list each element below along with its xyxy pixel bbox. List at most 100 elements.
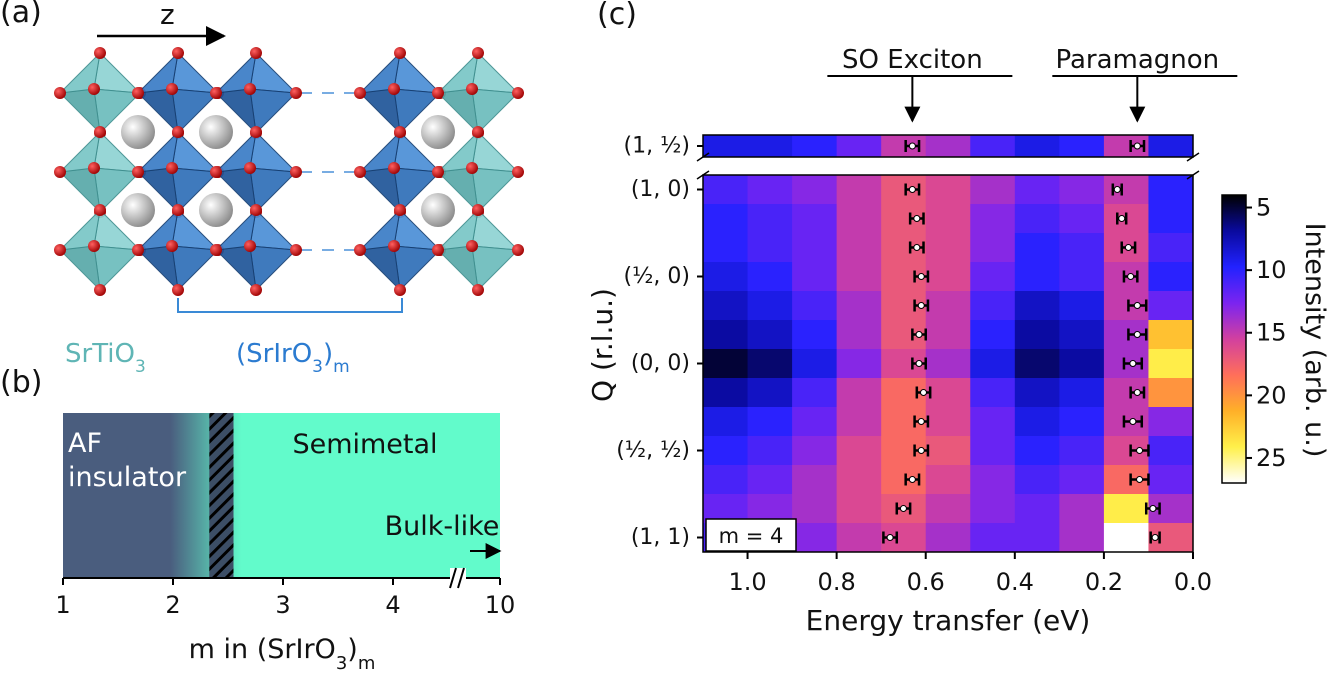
- x-tick-label: 3: [275, 591, 290, 619]
- peak-point: [1118, 215, 1126, 222]
- oxygen: [432, 87, 444, 99]
- heatmap-cell: [703, 262, 749, 292]
- oxygen: [210, 244, 222, 256]
- heatmap-cell: [792, 436, 838, 466]
- heatmap-cell: [925, 436, 971, 466]
- oxygen: [132, 244, 144, 256]
- octahedron-face: [358, 130, 401, 173]
- axis-label: z: [160, 0, 175, 31]
- subscript: 3: [312, 357, 323, 377]
- x-tick-label: 1.0: [728, 568, 766, 596]
- oxygen: [466, 162, 478, 174]
- heatmap-cell: [703, 291, 749, 321]
- heatmap-cell: [970, 233, 1016, 263]
- peak-point: [917, 418, 925, 425]
- sr-atom: [199, 193, 233, 227]
- octahedron-face: [358, 51, 401, 94]
- heatmap-cell: [836, 204, 882, 234]
- octahedron-face: [58, 245, 101, 292]
- heatmap-cell: [1014, 320, 1060, 350]
- heatmap-cell: [1014, 291, 1060, 321]
- x-tick-label: 10: [485, 591, 516, 619]
- heatmap-cell: [970, 320, 1016, 350]
- heatmap-cell: [925, 494, 971, 524]
- heatmap-cell: [747, 349, 793, 379]
- oxygen: [172, 47, 184, 59]
- peak-point: [1136, 476, 1144, 483]
- peak-point: [920, 389, 927, 396]
- peak-point: [1133, 302, 1141, 309]
- heatmap-cell: [970, 262, 1016, 292]
- heatmap-cell: [703, 175, 749, 205]
- heatmap-cell: [1059, 407, 1105, 437]
- octahedron-face: [358, 245, 401, 292]
- oxygen: [94, 47, 106, 59]
- octahedron-face: [214, 51, 257, 94]
- oxygen: [244, 240, 256, 252]
- sr-atom: [121, 193, 155, 227]
- inset-label: m = 4: [719, 524, 784, 548]
- heatmap-cell: [1103, 523, 1149, 553]
- peak-point: [908, 186, 916, 193]
- heatmap-cell: [836, 135, 882, 158]
- oxygen: [94, 204, 106, 216]
- subscript: m: [358, 653, 376, 674]
- peak-point: [915, 360, 923, 367]
- oxygen: [250, 47, 262, 59]
- oxygen: [354, 166, 366, 178]
- x-tick-label: 0.8: [818, 568, 856, 596]
- sr-atom: [421, 193, 455, 227]
- heatmap-cell: [792, 262, 838, 292]
- heatmap-cell: [703, 436, 749, 466]
- x-tick-label: 0.6: [907, 568, 945, 596]
- peak-point: [1133, 389, 1141, 396]
- heatmap-cell: [925, 378, 971, 408]
- octahedron-face: [436, 51, 479, 94]
- heatmap-cell: [1014, 204, 1060, 234]
- oxygen: [472, 284, 484, 296]
- colorbar-tick-label: 10: [1256, 256, 1287, 284]
- heatmap-cell: [925, 233, 971, 263]
- text: m in (SrIrO: [189, 634, 336, 665]
- oxygen: [210, 166, 222, 178]
- x-tick-label: 0.4: [996, 568, 1034, 596]
- heatmap-cell: [836, 407, 882, 437]
- annotation: Paramagnon: [1055, 45, 1219, 75]
- peak-point: [1127, 273, 1135, 280]
- oxygen: [88, 240, 100, 252]
- region-label: AF: [68, 428, 102, 459]
- heatmap-cell: [1059, 320, 1105, 350]
- peak-point: [886, 534, 894, 541]
- heatmap-cell: [1148, 378, 1194, 408]
- heatmap-cell: [925, 204, 971, 234]
- oxygen: [54, 244, 66, 256]
- oxygen: [88, 83, 100, 95]
- oxygen: [466, 83, 478, 95]
- oxygen: [290, 87, 302, 99]
- heatmap-cell: [970, 523, 1016, 553]
- oxygen: [512, 244, 524, 256]
- heatmap-cell: [925, 175, 971, 205]
- heatmap-cell: [836, 320, 882, 350]
- colorbar-tick-label: 5: [1256, 194, 1271, 222]
- heatmap-cell: [970, 436, 1016, 466]
- peak-point: [1129, 418, 1137, 425]
- heatmap-cell: [1014, 262, 1060, 292]
- x-tick-label: 4: [385, 591, 400, 619]
- oxygen: [172, 126, 184, 138]
- heatmap-cell: [1014, 175, 1060, 205]
- oxygen: [166, 162, 178, 174]
- heatmap-cell: [1148, 233, 1194, 263]
- oxygen: [210, 87, 222, 99]
- x-tick-label: 0.0: [1174, 568, 1212, 596]
- peak-point: [1133, 331, 1141, 338]
- heatmap-cell: [747, 465, 793, 495]
- heatmap-cell: [747, 291, 793, 321]
- layer-label: SrTiO3: [65, 339, 146, 377]
- heatmap-cell: [925, 523, 971, 553]
- region-label: insulator: [68, 462, 187, 493]
- heatmap-cell: [925, 465, 971, 495]
- heatmap-cell: [970, 204, 1016, 234]
- heatmap-cell: [970, 135, 1016, 158]
